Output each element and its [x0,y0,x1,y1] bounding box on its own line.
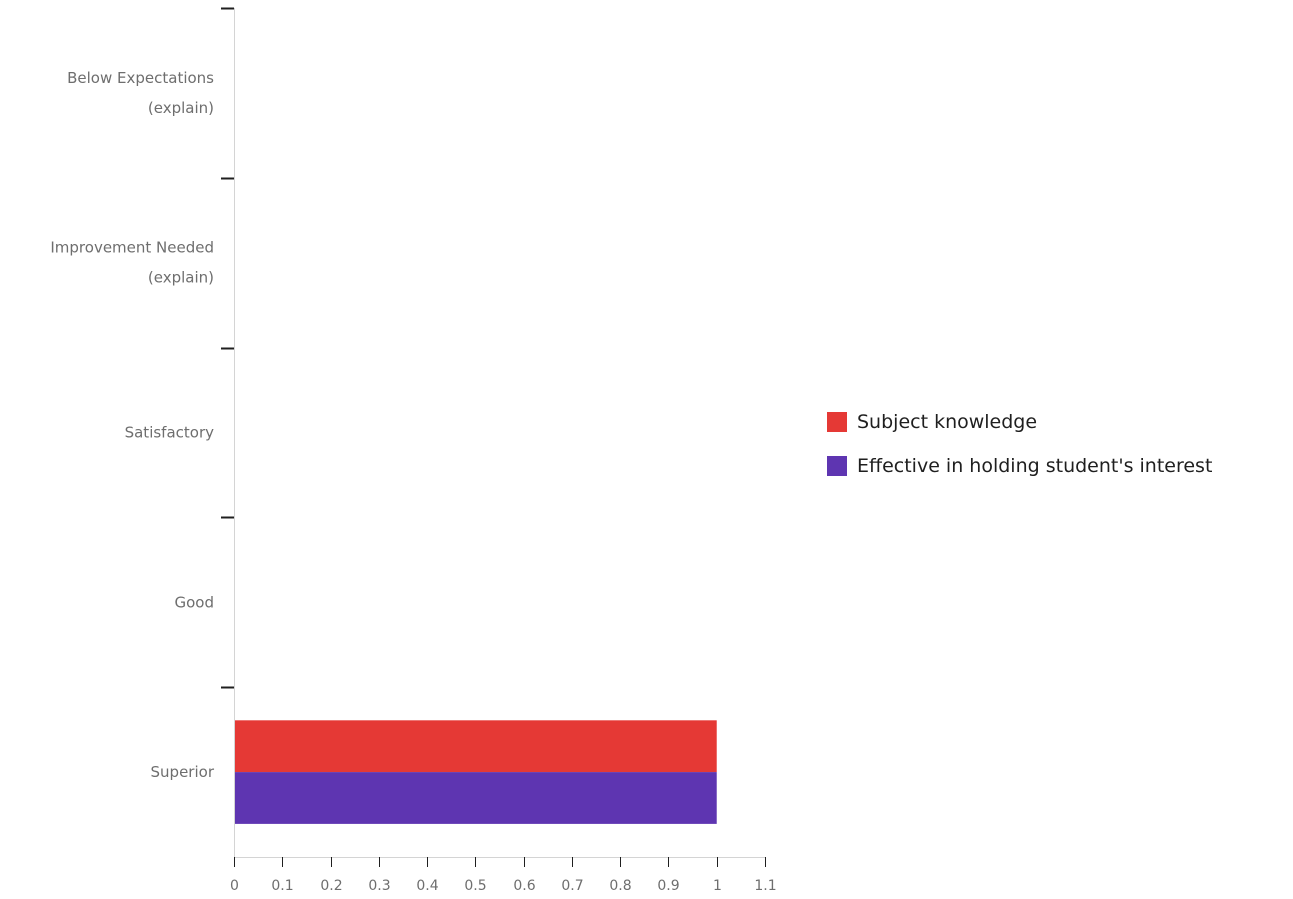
x-tick-label-5: 0.5 [464,878,486,894]
legend-item-subject-knowledge: Subject knowledge [827,411,1212,433]
legend-swatch-effective-interest [827,456,847,476]
category-label-line: Good [175,593,215,611]
x-tick-label-9: 0.9 [657,878,679,894]
legend-item-effective-interest: Effective in holding student's interest [827,455,1212,477]
legend-swatch-subject-knowledge [827,412,847,432]
x-tick-label-10: 1 [713,878,722,894]
category-label-0: Below Expectations (explain) [67,68,214,116]
x-tick-label-11: 1.1 [754,878,776,894]
bar-series-0-cat-4 [235,720,717,773]
category-label-2: Satisfactory [125,423,215,441]
x-tick-label-2: 0.2 [320,878,342,894]
x-tick-label-7: 0.7 [561,878,583,894]
x-tick-label-6: 0.6 [513,878,535,894]
category-label-3: Good [175,593,215,611]
x-tick-label-1: 0.1 [271,878,293,894]
legend: Subject knowledge Effective in holding s… [827,411,1212,499]
legend-label-subject-knowledge: Subject knowledge [857,411,1038,433]
category-label-line: Improvement Needed [50,238,214,256]
legend-label-effective-interest: Effective in holding student's interest [857,455,1213,477]
category-label-line: Satisfactory [125,423,215,441]
category-label-line: Superior [151,763,215,781]
x-tick-label-0: 0 [230,878,239,894]
category-label-1: Improvement Needed (explain) [50,238,214,286]
category-label-4: Superior [151,763,215,781]
category-label-line: (explain) [148,98,214,116]
x-tick-label-3: 0.3 [368,878,390,894]
category-label-line: Below Expectations [67,68,214,86]
x-tick-label-4: 0.4 [416,878,438,894]
category-label-line: (explain) [148,268,214,286]
x-tick-label-8: 0.8 [609,878,631,894]
bar-series-1-cat-4 [235,772,717,824]
